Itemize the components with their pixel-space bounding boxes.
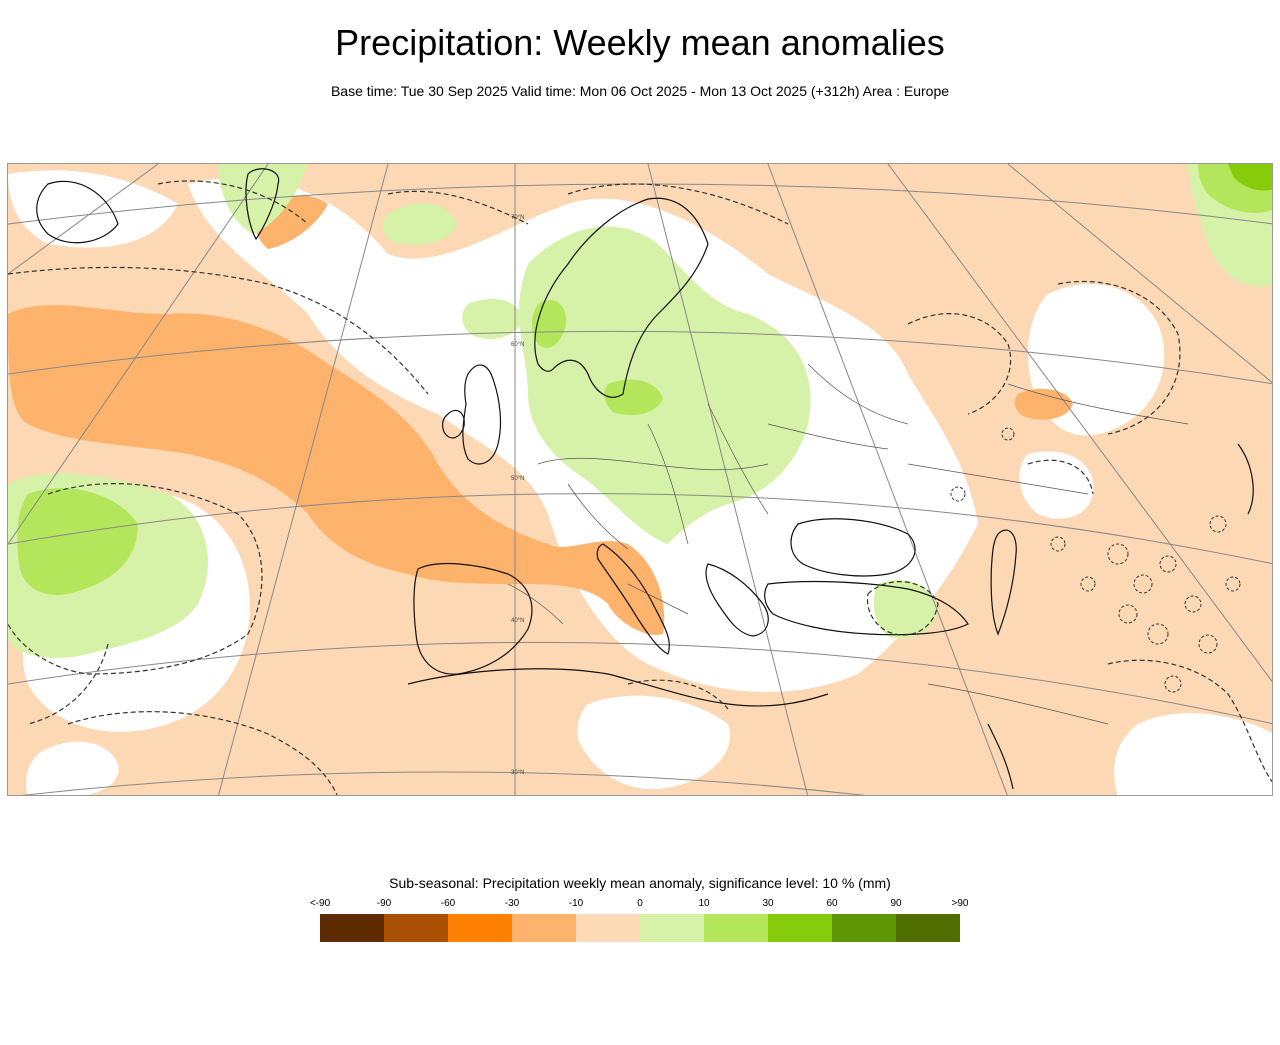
legend-tick: -30 (504, 898, 520, 909)
country-borders (507, 363, 1189, 725)
latitude-labels: 70°N 60°N 50°N 40°N 30°N (511, 215, 524, 776)
legend-tick: 10 (698, 898, 710, 909)
legend-swatch-4 (576, 914, 640, 942)
wet-moderate-zones (17, 164, 1272, 595)
legend-tick: 30 (762, 898, 774, 909)
legend-swatch-9 (896, 914, 960, 942)
lat-label-40: 40°N (511, 618, 524, 624)
legend-swatch-7 (768, 914, 832, 942)
legend-swatch-5 (640, 914, 704, 942)
lat-label-70: 70°N (511, 215, 524, 221)
legend-swatch-3 (512, 914, 576, 942)
page-subtitle: Base time: Tue 30 Sep 2025 Valid time: M… (330, 83, 950, 99)
legend-tick: 0 (637, 898, 643, 909)
legend-swatch-2 (448, 914, 512, 942)
legend-swatch-6 (704, 914, 768, 942)
legend-swatch-1 (384, 914, 448, 942)
significance-spots (950, 427, 1241, 693)
legend-tick: -60 (440, 898, 456, 909)
lat-label-30: 30°N (511, 770, 524, 776)
significance-contours (8, 180, 1272, 795)
legend-title: Sub-seasonal: Precipitation weekly mean … (389, 875, 891, 891)
lat-label-50: 50°N (511, 476, 524, 482)
map-panel: 70°N 60°N 50°N 40°N 30°N (7, 163, 1273, 796)
legend-colorbar (320, 914, 960, 942)
page-title: Precipitation: Weekly mean anomalies (335, 22, 945, 63)
graticule (8, 164, 1272, 795)
legend-tick: 90 (890, 898, 902, 909)
legend-swatch-8 (832, 914, 896, 942)
legend-tick: -90 (376, 898, 392, 909)
legend-tick: <-90 (309, 898, 331, 909)
legend-tick: >90 (951, 898, 969, 909)
lat-label-60: 60°N (511, 342, 524, 348)
anomaly-map: 70°N 60°N 50°N 40°N 30°N (8, 164, 1272, 795)
coastlines (36, 168, 1254, 790)
legend-swatch-0 (320, 914, 384, 942)
wet-strong-zones (1228, 164, 1272, 191)
legend-tick: -10 (568, 898, 584, 909)
legend-tick: 60 (826, 898, 838, 909)
legend-ticks: <-90 -90 -60 -30 -10 0 10 30 60 90 >90 (288, 898, 992, 912)
